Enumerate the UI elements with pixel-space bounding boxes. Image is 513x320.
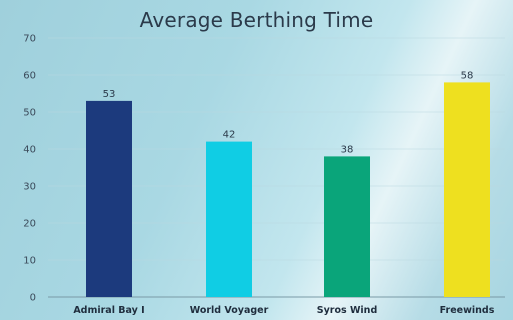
y-tick-label: 40 <box>23 145 36 156</box>
data-label: 58 <box>461 70 474 81</box>
y-tick-label: 20 <box>23 219 36 230</box>
y-tick-label: 60 <box>23 71 36 82</box>
x-tick-label: Admiral Bay I <box>73 305 144 316</box>
x-tick-label: Freewinds <box>440 305 495 316</box>
bar <box>444 82 490 298</box>
y-tick-label: 10 <box>23 256 36 267</box>
x-tick-label: Syros Wind <box>317 305 378 316</box>
data-label: 53 <box>103 89 116 100</box>
bar <box>86 100 132 298</box>
x-tick-label: World Voyager <box>190 305 269 316</box>
data-label: 38 <box>341 144 354 155</box>
bar <box>206 141 252 297</box>
y-tick-label: 70 <box>23 34 36 45</box>
chart-title: Average Berthing Time <box>139 8 374 32</box>
y-tick-label: 30 <box>23 182 36 193</box>
y-tick-label: 0 <box>30 293 36 304</box>
data-label: 42 <box>223 130 236 141</box>
y-tick-label: 50 <box>23 108 36 119</box>
bar <box>324 156 370 297</box>
